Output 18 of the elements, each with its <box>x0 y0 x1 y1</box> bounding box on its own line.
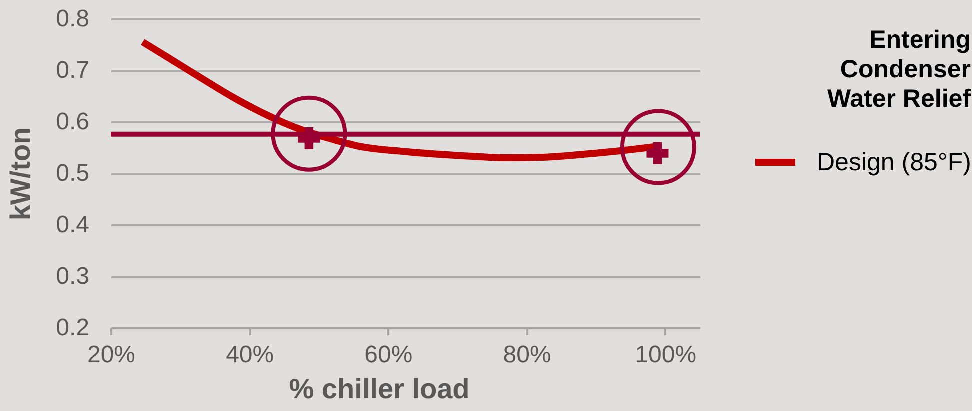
legend-title: Entering Condenser Water Relief <box>827 26 972 113</box>
point <box>271 96 348 172</box>
x-tick-label: 80% <box>503 342 552 368</box>
y-tick-label: 0.2 <box>56 314 90 342</box>
y-tick-label: 0.4 <box>56 212 90 238</box>
point <box>620 109 696 186</box>
y-tick-label: 0.6 <box>56 108 90 136</box>
y-tick-label: 0.3 <box>56 263 90 290</box>
x-tick-label: 20% <box>87 342 136 368</box>
y-axis-title: kW/ton <box>5 127 36 221</box>
x-axis-title: % chiller load <box>289 374 470 404</box>
legend-label: Design (85°F) <box>817 148 972 176</box>
x-tick-label: 60% <box>364 342 413 368</box>
y-tick-label: 0.8 <box>56 6 90 32</box>
x-tick-label: 40% <box>226 342 274 368</box>
y-tick-label: 0.7 <box>56 57 90 84</box>
y-tick-label: 0.5 <box>56 160 90 187</box>
x-tick-label: 100% <box>635 342 697 368</box>
